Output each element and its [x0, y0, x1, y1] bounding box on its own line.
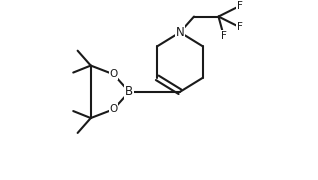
- Text: N: N: [176, 26, 184, 39]
- Text: F: F: [221, 31, 227, 41]
- Text: O: O: [109, 69, 118, 79]
- Text: B: B: [125, 85, 133, 98]
- Text: F: F: [237, 1, 242, 11]
- Text: O: O: [109, 104, 118, 114]
- Text: F: F: [237, 22, 242, 32]
